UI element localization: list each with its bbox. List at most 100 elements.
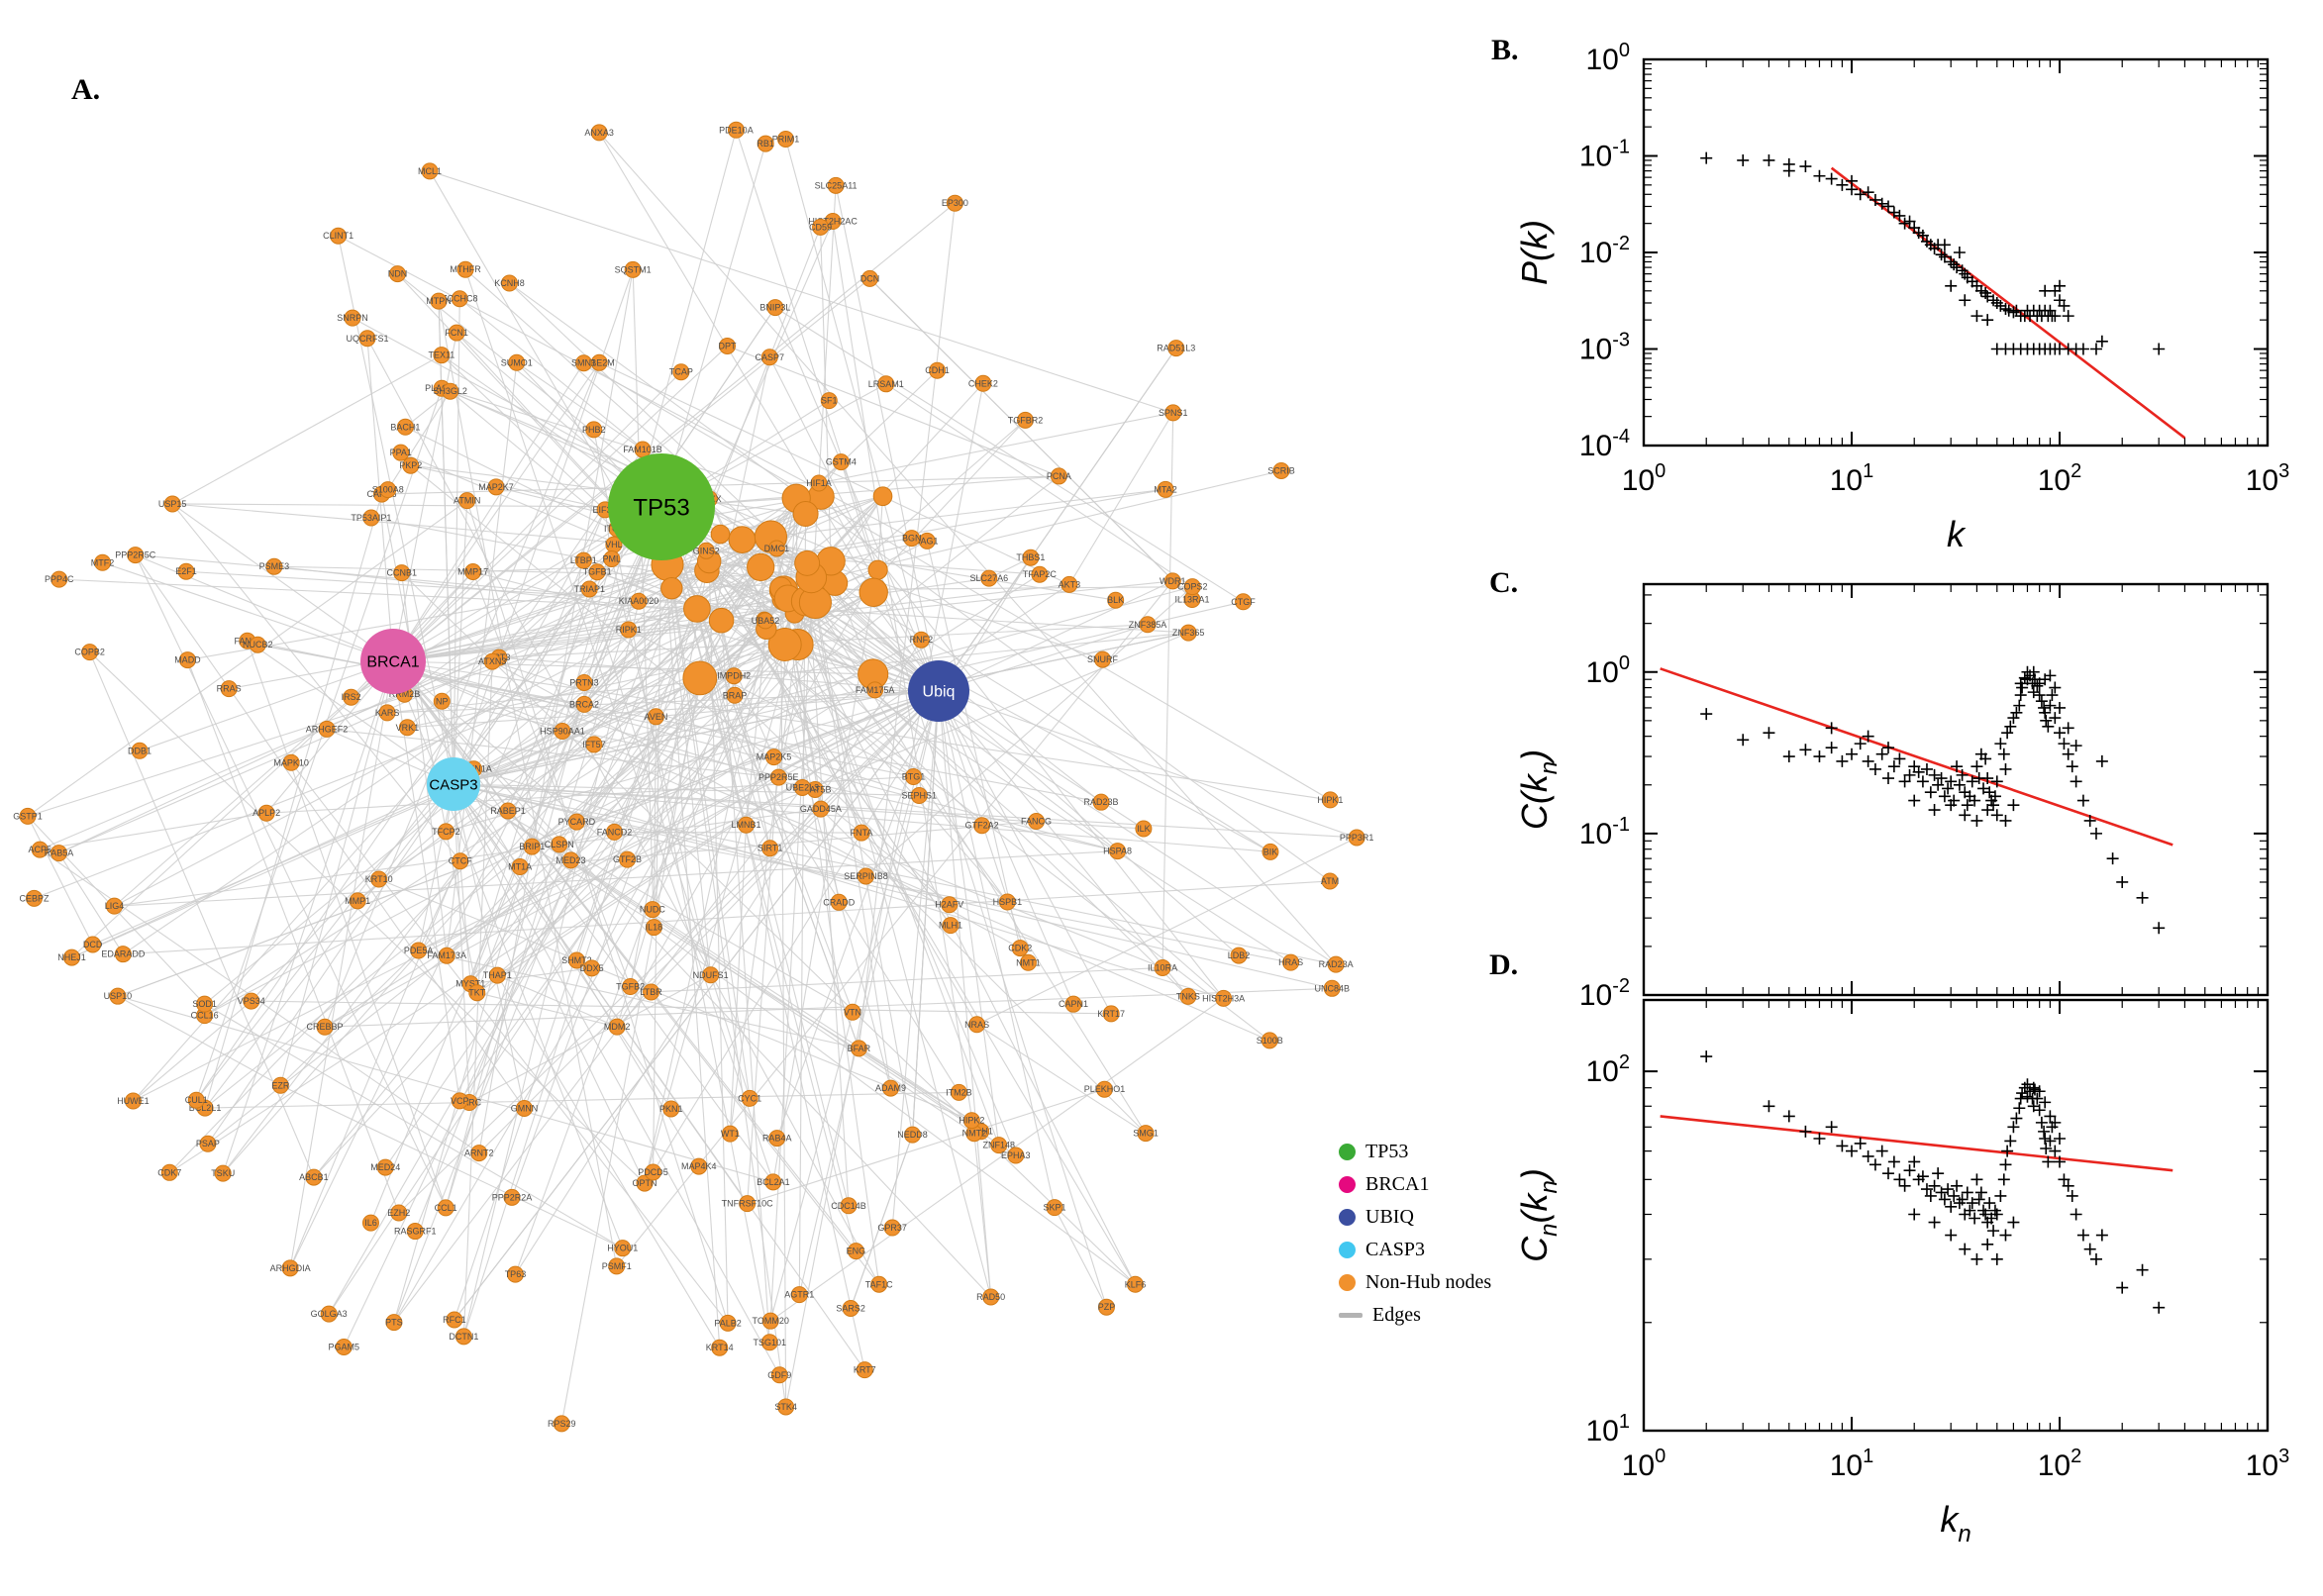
gene-node <box>585 421 603 439</box>
edge <box>782 598 1017 1156</box>
gene-label: TSG101 <box>754 1338 787 1347</box>
svg-text:100: 100 <box>1622 460 1666 497</box>
edge <box>769 997 1224 1322</box>
gene-node <box>904 768 922 786</box>
plots: 100 101 102 10310-410-310-210-1100P(k)k10-2… <box>1514 40 2290 1547</box>
gene-label: USP10 <box>104 991 133 1001</box>
gene-node <box>243 992 260 1010</box>
gene-label: BRCA2 <box>569 699 599 709</box>
gene-node <box>515 1099 533 1117</box>
gene-label: KLF6 <box>1125 1279 1147 1289</box>
gene-node <box>1060 575 1078 593</box>
gene-label: GTF2B <box>613 854 642 864</box>
edge <box>782 589 880 1285</box>
gene-label: CDK2 <box>1008 944 1032 953</box>
edge <box>453 783 780 1376</box>
gene-label: PSME3 <box>259 561 290 571</box>
edge <box>509 282 1331 882</box>
gene-label: IL18 <box>646 923 663 933</box>
gene-label: HRAS <box>1278 957 1303 967</box>
gene-label: RRAS <box>217 684 242 694</box>
edge <box>400 451 668 565</box>
gene-node <box>847 1243 864 1260</box>
edge <box>1162 412 1174 968</box>
gene-label: CREBBP <box>307 1022 344 1032</box>
gene-label: KARS <box>375 708 400 718</box>
panel-a-label: A. <box>71 73 101 106</box>
gene-node <box>370 870 388 888</box>
gene-label: KRT10 <box>365 874 393 884</box>
gene-label: VTN <box>844 1007 861 1017</box>
gene-label: FANCG <box>1021 817 1052 827</box>
gene-label: PML <box>603 554 622 564</box>
gene-label: PSMF1 <box>602 1261 632 1271</box>
gene-node <box>575 695 593 713</box>
gene-node <box>393 564 411 582</box>
edge <box>891 690 940 1229</box>
gene-node <box>320 1305 338 1323</box>
edge <box>251 1000 1112 1015</box>
gene-node <box>697 542 715 559</box>
edge <box>168 495 822 1173</box>
cluster-node <box>660 576 683 600</box>
gene-label: MMP17 <box>457 567 488 577</box>
cluster-node <box>792 500 819 527</box>
gene-node <box>941 896 959 914</box>
gene-label: SARS2 <box>836 1303 865 1313</box>
gene-node <box>220 680 238 698</box>
edge <box>392 660 774 1183</box>
gene-node <box>827 176 845 194</box>
edge <box>289 660 394 1268</box>
edge <box>706 569 873 675</box>
edge <box>818 412 1173 484</box>
edge <box>27 816 94 946</box>
gene-label: RRM2B <box>389 689 421 699</box>
gene-node <box>178 651 196 669</box>
gene-label: TSKU <box>211 1168 235 1178</box>
node-swatch <box>1339 1274 1356 1291</box>
gene-label: HYOU1 <box>607 1244 638 1253</box>
gene-label: FANCI <box>235 636 261 646</box>
gene-node <box>870 1275 888 1293</box>
gene-label: BNIP3L <box>759 303 790 313</box>
gene-node <box>84 936 102 953</box>
gene-node <box>624 260 642 278</box>
gene-node <box>820 392 838 410</box>
edge <box>453 783 470 1103</box>
gene-node <box>551 836 568 853</box>
gene-label: STAT5B <box>799 784 832 794</box>
legend-item-casp3: CASP3 <box>1339 1239 1491 1261</box>
gene-label: THBS1 <box>1016 552 1045 562</box>
gene-node <box>451 290 468 308</box>
gene-node <box>562 851 580 869</box>
gene-label: TGFB1 <box>583 567 612 577</box>
gene-label: GADD45A <box>800 804 842 814</box>
cluster-node <box>867 559 888 580</box>
edge <box>476 690 940 994</box>
edge <box>352 317 808 564</box>
gene-label: RAB5A <box>45 848 74 858</box>
edge <box>453 783 972 1122</box>
gene-label: ZCCHC8 <box>442 294 478 304</box>
edge <box>453 298 460 785</box>
gene-node <box>396 418 414 436</box>
svg-text:kn: kn <box>1940 1499 1970 1547</box>
gene-node <box>1235 593 1253 611</box>
gene-label: RNF2 <box>910 635 934 645</box>
gene-label: CD59 <box>809 222 832 232</box>
edge <box>660 143 766 508</box>
gene-label: MTHFR <box>450 264 481 274</box>
gene-label: PPP4C <box>45 574 74 584</box>
edge <box>195 506 662 1101</box>
gene-node <box>974 374 992 392</box>
gene-label: PCNA <box>1047 471 1071 481</box>
gene-label: ACP5 <box>28 845 51 854</box>
edge <box>171 354 443 505</box>
gene-label: TP63 <box>505 1269 527 1279</box>
edge <box>279 949 420 1086</box>
svg-text:103: 103 <box>2246 1446 2290 1482</box>
hub-label: BRCA1 <box>366 654 419 671</box>
gene-node <box>585 736 603 753</box>
gene-label: DDX5 <box>580 963 604 973</box>
edge <box>727 345 1060 477</box>
